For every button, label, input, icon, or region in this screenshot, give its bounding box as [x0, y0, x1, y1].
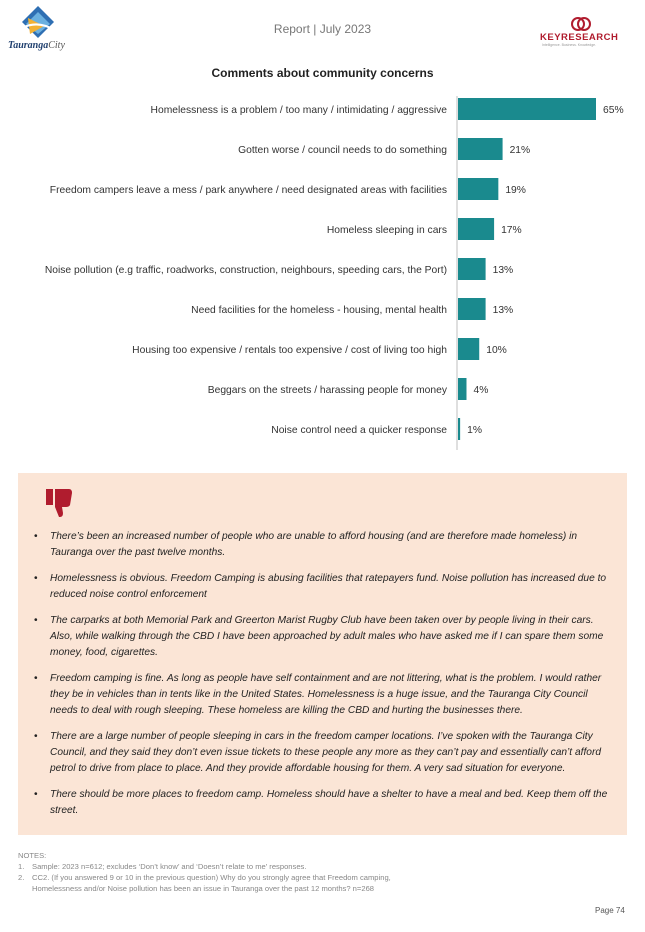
- category-label: Noise control need a quicker response: [271, 425, 447, 436]
- comment-item: Homelessness is obvious. Freedom Camping…: [18, 571, 627, 603]
- category-label: Freedom campers leave a mess / park anyw…: [50, 185, 447, 196]
- bar: [458, 178, 499, 200]
- note-item: 1. Sample: 2023 n=612; excludes ‘Don’t kn…: [18, 862, 307, 871]
- category-label: Gotten worse / council needs to do somet…: [238, 145, 447, 156]
- value-label: 17%: [501, 225, 522, 236]
- value-label: 21%: [510, 145, 531, 156]
- category-label: Housing too expensive / rentals too expe…: [132, 345, 447, 356]
- keyresearch-logo: [571, 17, 591, 31]
- brand-tagline: Intelligence. Business. Knowledge.: [542, 43, 597, 47]
- bar: [458, 218, 495, 240]
- value-label: 19%: [505, 185, 526, 196]
- category-label: Beggars on the streets / harassing peopl…: [208, 385, 448, 396]
- page-number: Page 74: [595, 906, 625, 915]
- value-label: 10%: [486, 345, 507, 356]
- bar: [458, 98, 596, 120]
- logo-wordmark: TaurangaCity: [8, 40, 65, 51]
- comment-item: There are a large number of people sleep…: [18, 729, 627, 777]
- bar: [458, 138, 503, 160]
- category-label: Noise pollution (e.g traffic, roadworks,…: [45, 265, 447, 276]
- value-label: 13%: [493, 305, 514, 316]
- category-label: Homelessness is a problem / too many / i…: [151, 105, 448, 116]
- bar: [458, 338, 480, 360]
- comment-item: There should be more places to freedom c…: [18, 787, 627, 819]
- bar: [458, 258, 486, 280]
- bar-chart: Homelessness is a problem / too many / i…: [45, 96, 624, 450]
- category-label: Homeless sleeping in cars: [327, 225, 447, 236]
- brand-name: KEYRESEARCH: [540, 32, 619, 43]
- chart-title: Comments about community concerns: [211, 66, 434, 80]
- tauranga-city-logo: [21, 6, 55, 38]
- bar: [458, 378, 467, 400]
- comment-item: Freedom camping is fine. As long as peop…: [18, 671, 627, 719]
- bar: [458, 298, 486, 320]
- value-label: 13%: [493, 265, 514, 276]
- value-label: 1%: [467, 425, 482, 436]
- notes: NOTES: 1. Sample: 2023 n=612; excludes ‘D…: [18, 850, 438, 894]
- comment-list: There’s been an increased number of peop…: [18, 529, 627, 829]
- category-label: Need facilities for the homeless - housi…: [191, 305, 447, 316]
- value-label: 4%: [473, 385, 488, 396]
- report-label: Report | July 2023: [273, 22, 372, 36]
- bar: [458, 418, 461, 440]
- comment-item: The carparks at both Memorial Park and G…: [18, 613, 627, 661]
- value-label: 65%: [603, 105, 624, 116]
- note-item: 2. CC2. (If you answered 9 or 10 in the p…: [18, 873, 391, 893]
- thumbs-down-icon: [46, 489, 72, 517]
- comments-panel: There’s been an increased number of peop…: [18, 473, 627, 835]
- notes-heading: NOTES:: [18, 851, 47, 860]
- comment-item: There’s been an increased number of peop…: [18, 529, 627, 561]
